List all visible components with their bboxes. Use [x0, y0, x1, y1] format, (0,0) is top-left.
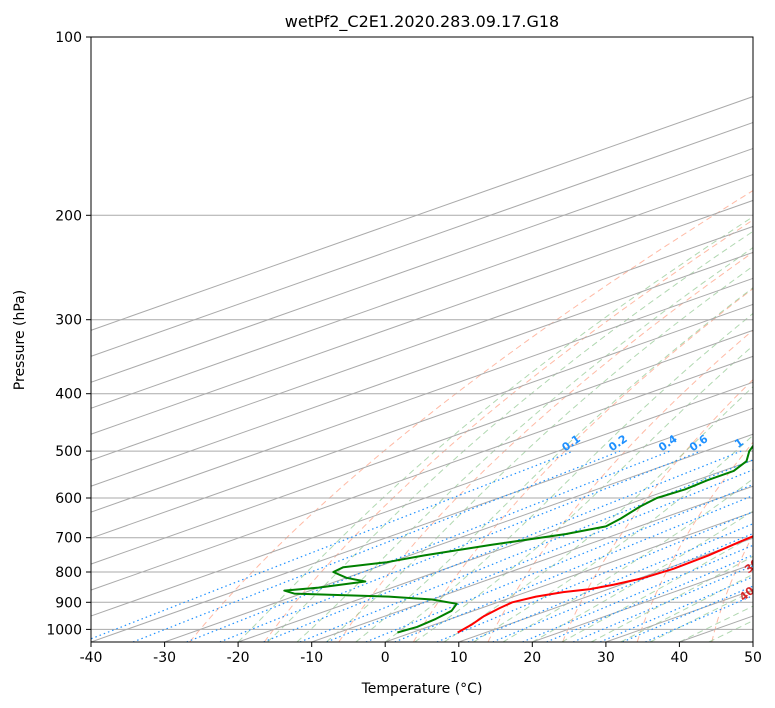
y-tick-label: 500	[55, 444, 82, 460]
y-axis-label: Pressure (hPa)	[12, 290, 28, 390]
isotherm	[91, 381, 753, 617]
x-tick-label: -30	[153, 650, 176, 666]
dry-adiabat	[189, 189, 753, 642]
y-tick-label: 600	[55, 491, 82, 507]
dewpoint-profile-line	[283, 444, 753, 634]
mixing-ratio-line	[326, 469, 753, 642]
x-tick-label: 50	[744, 650, 762, 666]
isotherm	[91, 355, 753, 591]
mixing-ratio-line	[186, 450, 671, 642]
isotherm	[91, 225, 753, 461]
mixing-ratio-line	[645, 594, 753, 642]
y-tick-label: 300	[55, 313, 82, 329]
x-axis-label: Temperature (°C)	[361, 681, 483, 697]
y-tick-label: 100	[55, 30, 82, 46]
isotherm	[91, 303, 753, 539]
mixing-ratio-line	[263, 450, 742, 642]
x-tick-label: -10	[300, 650, 323, 666]
y-tick-label: 800	[55, 565, 82, 581]
mixing-ratio-line	[132, 450, 621, 642]
mixing-ratio-line	[219, 450, 701, 642]
mixing-ratio-line	[492, 532, 753, 642]
x-tick-label: 10	[450, 650, 468, 666]
mixing-ratio-line	[599, 576, 753, 642]
isotherm	[311, 485, 753, 642]
isotherm	[164, 433, 753, 642]
isotherm	[91, 199, 753, 435]
dry-adiabat	[562, 378, 753, 642]
y-tick-label: 200	[55, 208, 82, 224]
isotherm	[91, 277, 753, 513]
plot-frame	[90, 36, 754, 643]
isotherm	[752, 641, 753, 642]
isotherm	[91, 407, 753, 642]
temperature-profile-line	[457, 535, 753, 634]
y-tick-label: 700	[55, 531, 82, 547]
x-tick-label: -20	[227, 650, 250, 666]
mixing-ratio-line	[394, 494, 753, 642]
moist-adiabat	[414, 345, 753, 642]
mixing-ratio-line	[467, 523, 753, 642]
moist-adiabat	[355, 287, 753, 642]
y-tick-label: 400	[55, 387, 82, 403]
isotherm	[91, 121, 753, 357]
dry-adiabat	[487, 329, 753, 642]
x-tick-label: 20	[523, 650, 541, 666]
dry-adiabat	[263, 219, 753, 642]
x-tick-label: 40	[670, 650, 688, 666]
x-tick-label: 0	[381, 650, 390, 666]
mixing-ratio-line	[622, 585, 753, 642]
isotherm	[91, 96, 753, 331]
isotherm	[458, 537, 753, 642]
plot-area: 0.10.20.40.611.52346810131620253036-100-…	[91, 37, 775, 642]
isotherm	[91, 251, 753, 487]
x-tick-label: 30	[597, 650, 615, 666]
moist-adiabat	[296, 247, 753, 642]
isotherm	[91, 173, 753, 409]
dry-adiabat	[412, 287, 753, 642]
isotherm	[91, 147, 753, 383]
mixing-ratio-line	[572, 565, 753, 642]
x-tick-label: -40	[80, 650, 103, 666]
isotherm	[91, 329, 753, 565]
mixing-ratio-label: 1	[732, 436, 746, 451]
axes-ticks: -40 -30 -20 -10 0 10 20 30 40 50 100 200 300 400 500 60…	[46, 30, 762, 666]
moist-adiabat-label: 20	[757, 525, 775, 545]
mixing-ratio-label: 1.5	[761, 432, 775, 454]
moist-adiabat-label: 30	[742, 556, 762, 576]
y-tick-label: 1000	[46, 622, 82, 638]
moist-adiabat-label: 40	[737, 584, 757, 604]
chart-title: wetPf2_C2E1.2020.283.09.17.G18	[285, 12, 559, 32]
mixing-ratio-line	[365, 483, 753, 642]
y-tick-label: 900	[55, 595, 82, 611]
isotherm	[385, 511, 753, 642]
moist-adiabat	[473, 434, 753, 642]
isotherm	[605, 589, 753, 642]
dry-adiabat	[636, 441, 753, 642]
